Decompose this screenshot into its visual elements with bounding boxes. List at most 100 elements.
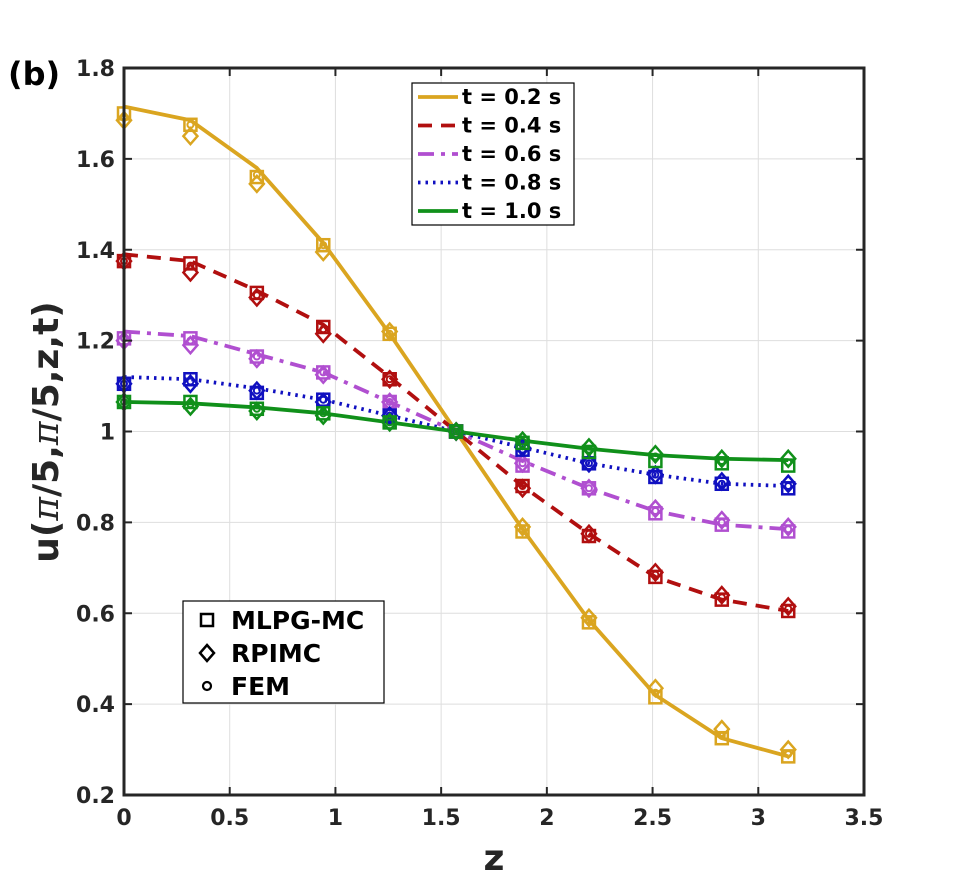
marker-legend-items: MLPG-MC RPIMC FEM	[198, 606, 364, 701]
marker-circle	[385, 418, 394, 427]
y-tick-label: 0.6	[76, 602, 115, 627]
marker-legend: MLPG-MC RPIMC FEM	[182, 600, 385, 704]
marker-square	[199, 612, 215, 628]
marker-legend-label: FEM	[231, 672, 290, 701]
x-tick-label: 1	[328, 806, 343, 831]
legend-label-3: t = 0.6 s	[462, 142, 561, 166]
marker-circle	[385, 397, 394, 406]
marker-diamond	[248, 348, 266, 369]
y-tick-label: 0.4	[76, 693, 115, 718]
marker-diamond	[314, 405, 332, 426]
x-tick-label: 2	[539, 806, 554, 831]
legend-label-4: t = 0.8 s	[462, 171, 561, 195]
marker-circle	[717, 518, 726, 527]
y-axis-label: u(π/5,π/5,z,t)	[26, 301, 67, 562]
marker-circle	[385, 329, 394, 338]
y-tick-label: 1.8	[76, 57, 115, 82]
marker-diamond	[314, 242, 332, 262]
tick-layer	[123, 67, 865, 796]
marker-diamond	[513, 478, 532, 499]
marker-diamond	[181, 126, 200, 147]
marker-circle	[651, 507, 660, 516]
marker-circle	[186, 261, 195, 270]
marker-circle	[717, 457, 726, 466]
marker-circle	[651, 452, 660, 461]
marker-diamond	[779, 596, 797, 617]
marker-diamond	[314, 364, 332, 385]
marker-diamond	[198, 643, 216, 663]
marker-diamond	[580, 437, 598, 458]
marker-diamond	[580, 453, 598, 474]
marker-circle	[651, 470, 660, 479]
marker-diamond	[513, 430, 532, 451]
marker-circle	[784, 482, 793, 491]
marker-diamond	[713, 448, 731, 469]
marker-circle	[186, 400, 195, 409]
marker-diamond	[646, 498, 665, 519]
y-axis-label-part2: /5,	[26, 445, 67, 497]
marker-diamond	[779, 517, 797, 537]
marker-circle	[717, 479, 726, 488]
marker-circle	[651, 570, 660, 579]
marker-diamond	[248, 380, 266, 401]
marker-diamond	[181, 335, 200, 356]
marker-diamond	[580, 607, 598, 628]
marker-circle	[584, 616, 593, 625]
marker-diamond	[381, 412, 399, 433]
x-tick-label: 3.5	[845, 806, 884, 831]
legend-label-5: t = 1.0 s	[462, 199, 561, 223]
marker-diamond	[513, 517, 532, 537]
marker-diamond	[713, 585, 731, 605]
marker-diamond	[381, 369, 399, 390]
marker-circle	[651, 688, 660, 697]
series-line-4	[123, 375, 789, 488]
marker-circle	[452, 427, 461, 436]
marker-diamond	[513, 453, 532, 474]
series-legend-box	[411, 82, 575, 226]
marker-diamond	[181, 373, 200, 394]
y-tick-label: 1.6	[76, 148, 115, 173]
y-tick-label: 0.2	[76, 784, 115, 809]
marker-circle	[201, 680, 213, 692]
marker-circle	[186, 336, 195, 345]
marker-diamond	[248, 173, 266, 194]
x-tick-label: 2.5	[633, 806, 672, 831]
x-tick-label: 0.5	[210, 806, 249, 831]
marker-circle	[584, 445, 593, 454]
marker-square	[316, 237, 331, 253]
marker-circle	[784, 525, 793, 534]
marker-circle	[319, 395, 328, 404]
marker-circle	[319, 241, 328, 250]
marker-circle	[319, 409, 328, 418]
legend-label-1: t = 0.2 s	[462, 85, 561, 109]
marker-circle	[518, 459, 527, 468]
marker-circle	[252, 386, 261, 395]
marker-diamond	[779, 448, 797, 469]
marker-square	[648, 453, 663, 469]
series-legend-items: t = 0.2 s t = 0.4 s t = 0.6 s t = 0.8 s t = …	[418, 85, 561, 223]
marker-square	[183, 117, 198, 133]
marker-diamond	[713, 510, 731, 531]
y-axis-label-pi2: π	[26, 420, 67, 446]
marker-diamond	[381, 321, 399, 342]
marker-circle	[252, 352, 261, 361]
marker-circle	[784, 750, 793, 759]
marker-diamond	[713, 471, 731, 492]
series-legend: t = 0.2 s t = 0.4 s t = 0.6 s t = 0.8 s t = …	[411, 82, 575, 226]
marker-diamond	[646, 464, 665, 485]
x-tick-label: 1.5	[422, 806, 461, 831]
series-layer	[123, 104, 789, 759]
marker-circle	[584, 529, 593, 538]
series-line-5	[123, 400, 789, 463]
marker-circle	[518, 437, 527, 446]
marker-circle	[252, 170, 261, 179]
marker-circle	[252, 291, 261, 300]
marker-diamond	[646, 562, 665, 583]
marker-circle	[385, 375, 394, 384]
marker-square	[648, 690, 663, 705]
marker-circle	[518, 525, 527, 534]
marker-circle	[784, 458, 793, 467]
x-tick-label: 3	[751, 806, 766, 831]
marker-diamond	[181, 396, 200, 417]
